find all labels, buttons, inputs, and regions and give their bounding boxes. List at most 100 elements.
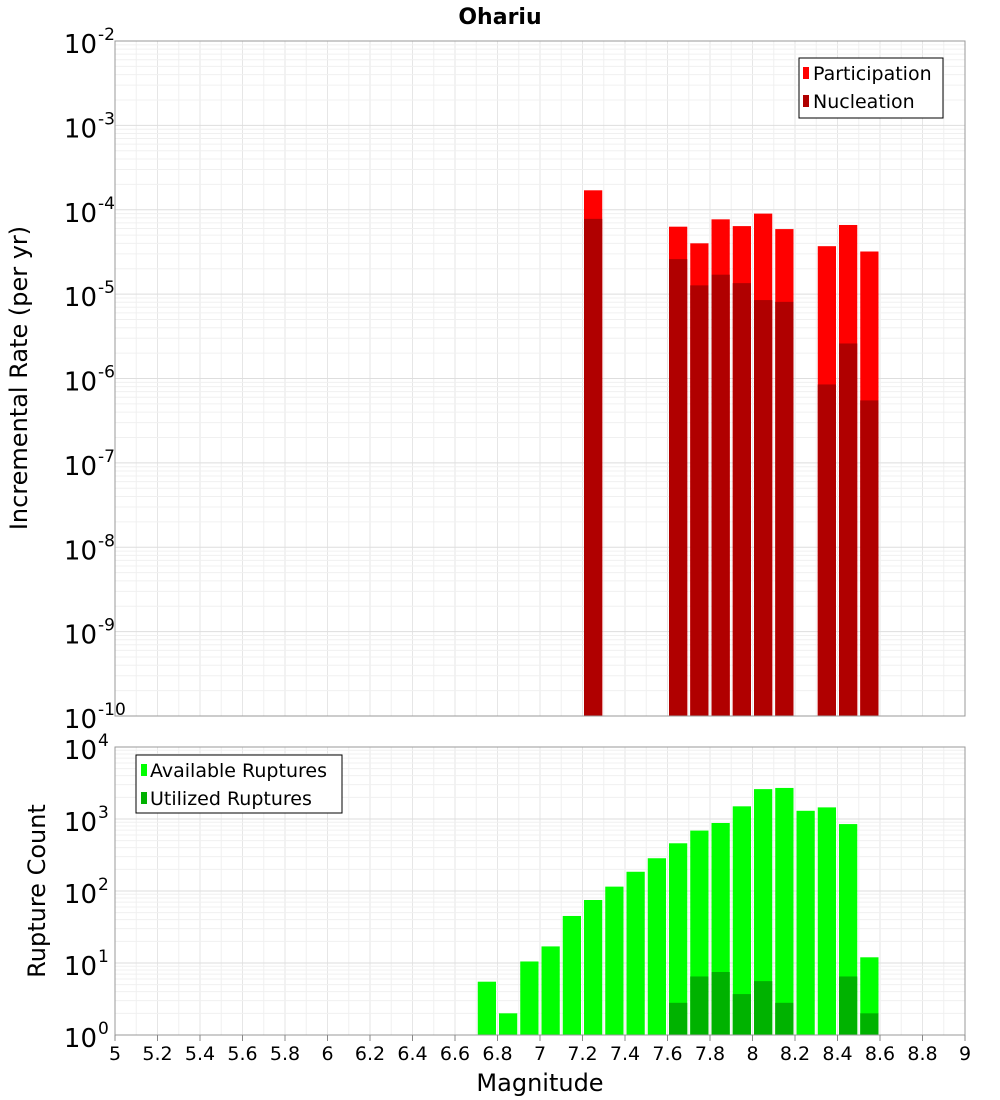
bottom-bar-utilized-ruptures (711, 971, 730, 1035)
y-tick-label-base: 10 (64, 368, 97, 398)
bottom-bar-available-ruptures (626, 871, 645, 1035)
top-legend: Participation Nucleation (798, 57, 944, 119)
top-plot-grid (114, 41, 966, 717)
bottom-bar-available-ruptures (817, 807, 836, 1035)
legend-swatch-available-ruptures (141, 764, 147, 776)
bottom-bar-available-ruptures (520, 961, 539, 1035)
y-tick-label-exponent: 1 (98, 947, 109, 967)
bottom-bar-available-ruptures (669, 843, 688, 1035)
top-y-axis-ticks: 10-210-310-410-510-610-710-810-910-10 (64, 25, 126, 735)
y-tick-label-exponent: 4 (98, 731, 109, 751)
y-tick-label-exponent: -6 (98, 363, 115, 383)
y-tick-label-exponent: -5 (98, 278, 115, 298)
bottom-bar-utilized-ruptures (732, 994, 751, 1035)
bottom-plot-bars (477, 787, 879, 1035)
x-tick-label: 6.6 (440, 1043, 470, 1065)
top-bar-nucleation (732, 283, 751, 716)
y-tick-label-exponent: -3 (98, 109, 115, 129)
top-legend-box (798, 57, 944, 119)
bottom-bar-available-ruptures (562, 915, 581, 1035)
x-tick-label: 6.4 (397, 1043, 427, 1065)
x-tick-label: 8 (746, 1043, 758, 1065)
x-tick-label: 7.8 (695, 1043, 725, 1065)
x-tick-label: 5.6 (227, 1043, 257, 1065)
legend-swatch-participation (803, 67, 809, 79)
x-tick-label: 6 (321, 1043, 333, 1065)
y-tick-label-exponent: 2 (98, 875, 109, 895)
top-y-axis-label: Incremental Rate (per yr) (5, 226, 33, 530)
y-tick-label-base: 10 (64, 705, 97, 735)
y-tick-label-exponent: 3 (98, 803, 109, 823)
bottom-bar-utilized-ruptures (690, 976, 709, 1035)
x-tick-label: 5 (109, 1043, 121, 1065)
bottom-bar-utilized-ruptures (775, 1002, 794, 1035)
legend-label-utilized-ruptures: Utilized Ruptures (150, 788, 312, 810)
bottom-legend-box (135, 754, 343, 814)
top-bar-nucleation (775, 301, 794, 716)
top-bar-nucleation (817, 384, 836, 716)
x-tick-label: 7.4 (610, 1043, 640, 1065)
y-tick-label-exponent: -8 (98, 531, 115, 551)
x-axis-ticks: 5 5.2 5.4 5.6 5.8 6 6.2 6.4 6.6 6.8 7 7.2 7.4 7.6 7.8 8… (109, 1035, 971, 1065)
y-tick-label-base: 10 (64, 808, 97, 838)
bottom-bar-available-ruptures (584, 899, 603, 1035)
legend-swatch-utilized-ruptures (141, 792, 147, 804)
y-tick-label-base: 10 (64, 536, 97, 566)
y-tick-label-base: 10 (64, 452, 97, 482)
bottom-bar-available-ruptures (541, 946, 560, 1035)
top-bar-nucleation (690, 285, 709, 716)
x-tick-label: 8.6 (865, 1043, 895, 1065)
y-tick-label-exponent: 0 (98, 1019, 109, 1039)
y-tick-label-base: 10 (64, 621, 97, 651)
y-tick-label-exponent: -10 (98, 700, 126, 720)
y-tick-label-base: 10 (64, 283, 97, 313)
bottom-bar-utilized-ruptures (754, 981, 773, 1035)
bottom-bar-available-ruptures (754, 789, 773, 1035)
legend-label-available-ruptures: Available Ruptures (150, 760, 327, 782)
bottom-bar-available-ruptures (499, 1013, 518, 1035)
y-tick-label-exponent: -7 (98, 447, 115, 467)
bottom-bar-available-ruptures (477, 981, 496, 1035)
top-bar-nucleation (669, 259, 688, 716)
x-tick-label: 6.2 (355, 1043, 385, 1065)
bottom-y-axis-label: Rupture Count (23, 804, 51, 978)
bottom-bar-utilized-ruptures (839, 976, 858, 1035)
bottom-bar-available-ruptures (796, 810, 815, 1035)
top-bar-nucleation (711, 274, 730, 716)
top-bar-nucleation (754, 300, 773, 716)
x-axis-label: Magnitude (476, 1069, 603, 1097)
bottom-bar-utilized-ruptures (669, 1002, 688, 1035)
x-tick-label: 7 (534, 1043, 546, 1065)
x-tick-label: 8.8 (907, 1043, 937, 1065)
top-plot-frame (114, 40, 966, 717)
x-tick-label: 9 (959, 1043, 971, 1065)
y-tick-label-exponent: -9 (98, 616, 115, 636)
chart-title: Ohariu (458, 5, 541, 30)
legend-label-nucleation: Nucleation (813, 91, 915, 113)
x-tick-label: 8.2 (780, 1043, 810, 1065)
x-tick-label: 7.6 (652, 1043, 682, 1065)
x-tick-label: 8.4 (822, 1043, 852, 1065)
y-tick-label-base: 10 (64, 880, 97, 910)
top-bar-nucleation (860, 400, 879, 716)
bottom-legend: Available Ruptures Utilized Ruptures (135, 754, 343, 814)
x-tick-label: 5.4 (185, 1043, 215, 1065)
y-tick-label-exponent: -2 (98, 25, 115, 45)
legend-swatch-nucleation (803, 95, 809, 107)
top-bar-nucleation (584, 218, 603, 716)
y-tick-label-base: 10 (64, 1024, 97, 1054)
y-tick-label-base: 10 (64, 30, 97, 60)
bottom-bar-available-ruptures (605, 886, 624, 1035)
y-tick-label-base: 10 (64, 199, 97, 229)
x-tick-label: 5.8 (270, 1043, 300, 1065)
bottom-bar-available-ruptures (732, 806, 751, 1035)
y-tick-label-base: 10 (64, 952, 97, 982)
top-plot-bars (584, 190, 879, 717)
x-tick-label: 5.2 (142, 1043, 172, 1065)
y-tick-label-exponent: -4 (98, 194, 115, 214)
x-tick-label: 6.8 (482, 1043, 512, 1065)
bottom-bar-available-ruptures (775, 787, 794, 1035)
top-bar-nucleation (839, 343, 858, 716)
